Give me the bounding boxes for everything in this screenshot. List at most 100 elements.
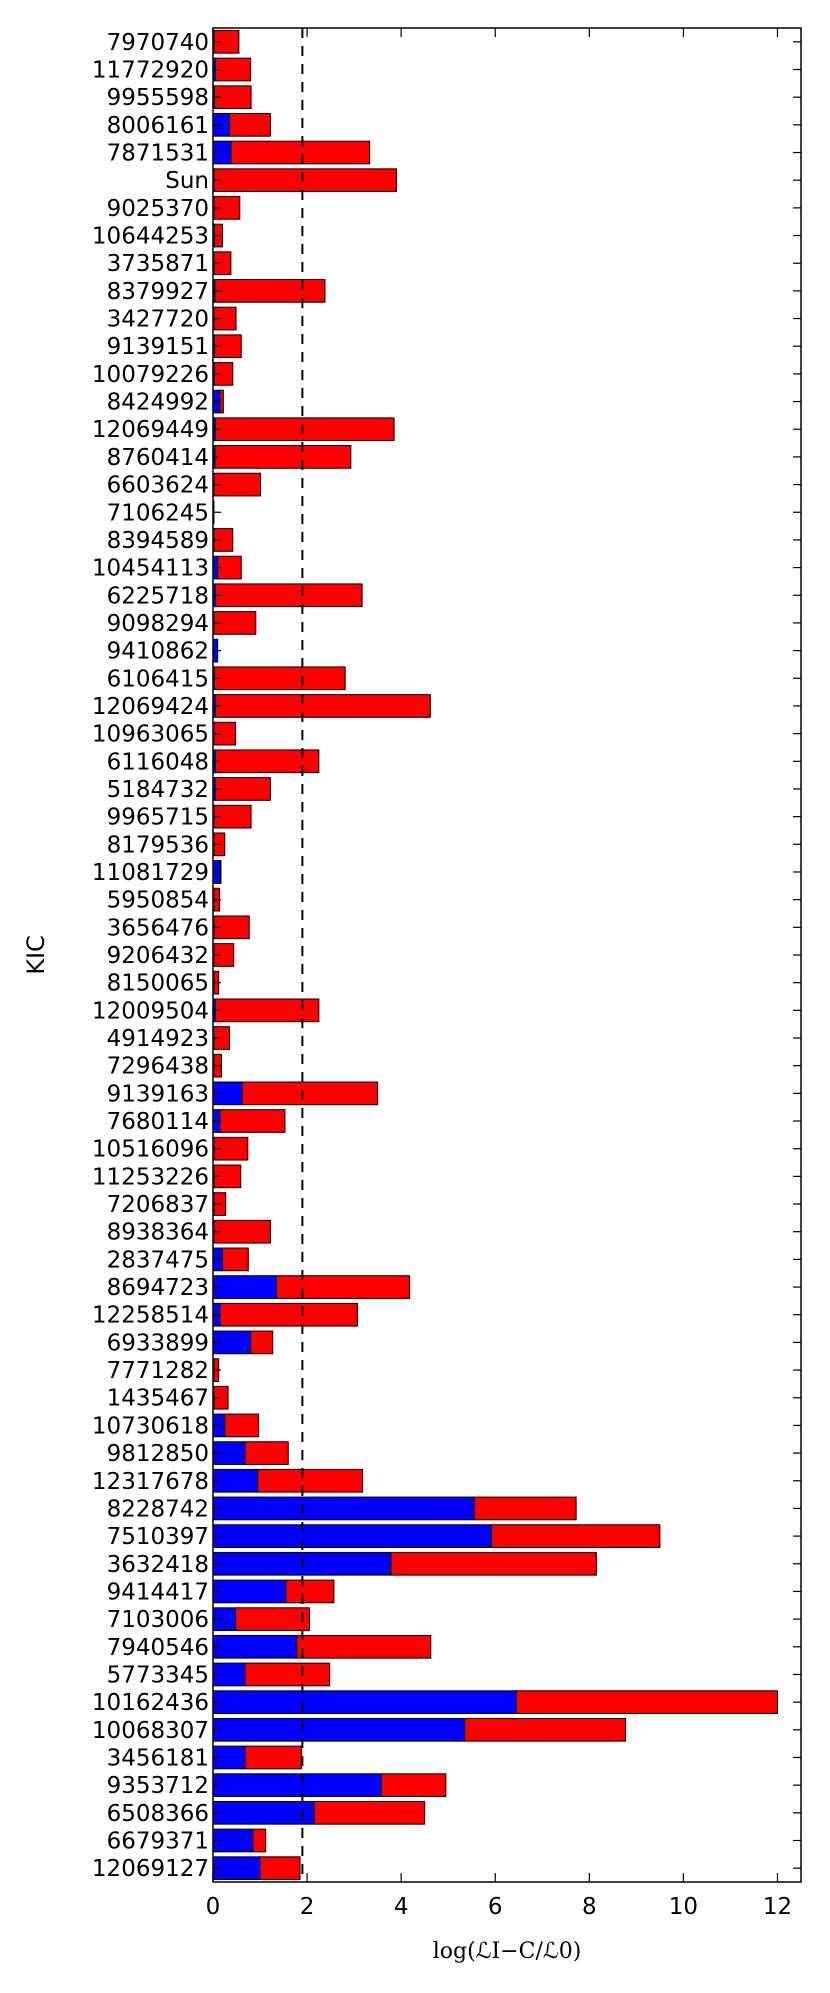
bar-series-1 (212, 1496, 475, 1521)
ticks-layer (212, 28, 801, 1882)
y-tick-label: 9812850 (107, 1441, 209, 1467)
y-tick-label: 8394589 (107, 528, 209, 554)
bar-series-2 (515, 1690, 778, 1714)
y-tick-label: 9025370 (107, 196, 209, 222)
y-tick-label: 9414417 (107, 1579, 209, 1605)
y-tick-label: 8006161 (107, 113, 209, 139)
y-tick-label: 7103006 (107, 1607, 209, 1633)
y-tick-label: 8424992 (107, 390, 209, 416)
bar-series-2 (217, 555, 242, 580)
bar-series-2 (490, 1524, 661, 1548)
bar-series-2 (214, 417, 395, 442)
y-tick-label: 11772920 (92, 58, 209, 84)
bar-series-2 (464, 1717, 627, 1742)
y-tick-label: 7206837 (107, 1192, 209, 1218)
y-tick-label: 12069127 (92, 1856, 209, 1882)
y-tick-labels: 797074011772920995559880061617871531Sun9… (92, 30, 209, 1882)
y-tick-label: 11081729 (92, 860, 209, 886)
y-tick-label: 5184732 (107, 777, 209, 803)
y-tick-label: 1435467 (107, 1386, 209, 1412)
bar-series-2 (259, 1856, 301, 1881)
x-tick-labels: 0 2 4 6 8 10 12 (206, 1894, 792, 1920)
y-tick-label: 7510397 (107, 1524, 209, 1550)
bar-series-2 (235, 1607, 310, 1631)
bar-series-2 (224, 1413, 260, 1438)
y-tick-label: 12258514 (92, 1303, 209, 1329)
y-tick-label: 10079226 (92, 362, 209, 388)
y-tick-label: 9955598 (107, 85, 209, 111)
bar-series-2 (313, 1800, 426, 1825)
y-tick-label: 3656476 (107, 915, 209, 941)
y-tick-label: 8150065 (107, 971, 209, 997)
y-tick-label: 7940546 (107, 1635, 209, 1661)
x-tick-label: 8 (582, 1894, 597, 1920)
y-tick-label: 8179536 (107, 832, 209, 858)
y-tick-label: 6106415 (107, 666, 209, 692)
y-tick-label: 9098294 (107, 611, 209, 637)
y-tick-label: 8938364 (107, 1220, 209, 1246)
bars-layer (212, 29, 778, 1881)
bar-series-2 (244, 1745, 302, 1770)
bar-series-1 (212, 1524, 492, 1548)
bar-series-2 (296, 1634, 432, 1659)
bar-series-1 (212, 1717, 466, 1742)
bar-series-2 (252, 1828, 267, 1853)
y-tick-label: 10730618 (92, 1413, 209, 1439)
bar-series-2 (219, 1302, 358, 1327)
bar-series-2 (214, 777, 271, 801)
y-tick-label: 10644253 (92, 224, 209, 250)
bar-series-2 (230, 140, 371, 165)
y-tick-label: 9353712 (107, 1773, 209, 1799)
y-tick-label: 6225718 (107, 583, 209, 609)
bar-series-1 (212, 1634, 298, 1659)
bar-series-2 (276, 1275, 411, 1299)
bar-series-2 (228, 113, 271, 137)
y-tick-label: 8228742 (107, 1496, 209, 1522)
y-tick-label: 8694723 (107, 1275, 209, 1301)
bar-series-2 (473, 1496, 577, 1521)
y-tick-label: 9139163 (107, 1081, 209, 1107)
bar-series-2 (219, 1109, 286, 1133)
y-tick-label: 9410862 (107, 639, 209, 665)
y-tick-label: 7871531 (107, 141, 209, 167)
y-tick-label: 2837475 (107, 1247, 209, 1273)
y-tick-label: 10963065 (92, 722, 209, 748)
y-tick-label: 9965715 (107, 805, 209, 831)
x-tick-label: 2 (300, 1894, 315, 1920)
x-tick-label: 12 (763, 1894, 792, 1920)
y-tick-label: 7970740 (107, 30, 209, 56)
x-tick-label: 0 (206, 1894, 221, 1920)
y-tick-label: 10162436 (92, 1690, 209, 1716)
y-tick-label: 7106245 (107, 500, 209, 526)
y-tick-label: 7296438 (107, 1054, 209, 1080)
y-tick-label: Sun (165, 168, 209, 194)
bar-series-2 (214, 279, 326, 303)
y-tick-label: 12009504 (92, 998, 209, 1024)
bar-series-2 (221, 1247, 249, 1272)
y-tick-label: 8379927 (107, 279, 209, 305)
y-tick-label: 5950854 (107, 888, 209, 914)
y-tick-label: 6933899 (107, 1330, 209, 1356)
y-tick-label: 6508366 (107, 1801, 209, 1827)
y-axis-title: KIC (22, 935, 50, 975)
bar-series-2 (213, 1219, 271, 1244)
y-tick-label: 9206432 (107, 943, 209, 969)
y-tick-label: 5773345 (107, 1662, 209, 1688)
y-tick-label: 10068307 (92, 1718, 209, 1744)
x-tick-label: 10 (669, 1894, 698, 1920)
y-tick-label: 3632418 (107, 1552, 209, 1578)
bar-series-2 (285, 1579, 335, 1604)
bar-series-1 (212, 1275, 278, 1299)
y-tick-label: 6679371 (107, 1828, 209, 1854)
bar-series-2 (244, 1662, 331, 1687)
bar-series-2 (213, 666, 346, 691)
bar-series-2 (244, 1441, 289, 1465)
y-tick-label: 12069424 (92, 694, 209, 720)
y-tick-label: 7771282 (107, 1358, 209, 1384)
y-tick-label: 10516096 (92, 1137, 209, 1163)
y-tick-label: 10454113 (92, 556, 209, 582)
bar-series-2 (390, 1551, 597, 1576)
y-tick-label: 12317678 (92, 1469, 209, 1495)
bar-series-2 (214, 694, 431, 718)
